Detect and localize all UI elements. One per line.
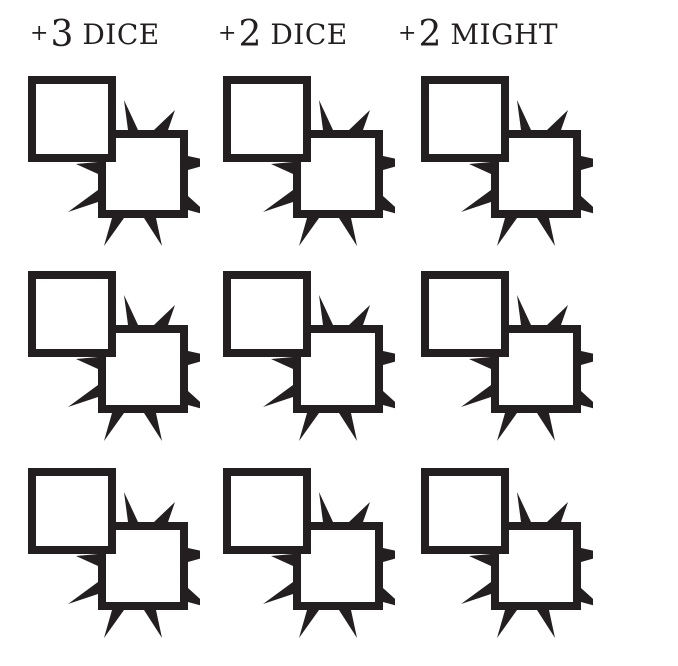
plus-sign: + (30, 20, 49, 46)
card-slot-graphic (223, 468, 395, 638)
plain-square-box-icon (223, 76, 311, 162)
card-slot-graphic (28, 271, 200, 441)
plain-square-box-icon (28, 271, 116, 357)
plain-square-box-icon (421, 76, 509, 162)
bonus-number: 3 (50, 13, 73, 55)
card-slot-r2-c1[interactable] (20, 265, 200, 445)
bonus-type: DICE (82, 17, 160, 51)
card-slot-graphic (421, 76, 593, 246)
card-slot-graphic (28, 76, 200, 246)
card-slot-graphic (421, 271, 593, 441)
bonus-type: DICE (270, 17, 348, 51)
column-header-plus-2-might: + 2 MIGHT (398, 12, 558, 56)
plain-square-box-icon (421, 271, 509, 357)
card-slot-graphic (223, 76, 395, 246)
bonus-type: MIGHT (450, 17, 559, 51)
card-slot-r2-c3[interactable] (413, 265, 593, 445)
card-slot-r1-c3[interactable] (413, 70, 593, 250)
spiked-square-box-icon (68, 100, 200, 246)
plain-square-box-icon (421, 468, 509, 554)
card-slot-r3-c1[interactable] (20, 462, 200, 642)
plain-square-box-icon (223, 468, 311, 554)
plain-square-box-icon (28, 76, 116, 162)
card-slot-r3-c2[interactable] (215, 462, 395, 642)
card-slot-graphic (421, 468, 593, 638)
plain-square-box-icon (223, 271, 311, 357)
card-slot-r1-c1[interactable] (20, 70, 200, 250)
plus-sign: + (398, 20, 417, 46)
spiked-square-box-icon (68, 295, 200, 441)
column-header-plus-3-dice: + 3 DICE (30, 12, 160, 56)
bonus-number: 2 (238, 13, 261, 55)
column-header-plus-2-dice: + 2 DICE (218, 12, 348, 56)
plus-sign: + (218, 20, 237, 46)
bonus-number: 2 (418, 13, 441, 55)
card-slot-graphic (223, 271, 395, 441)
spiked-square-box-icon (461, 295, 593, 441)
card-slot-r1-c2[interactable] (215, 70, 395, 250)
card-slot-graphic (28, 468, 200, 638)
card-slot-r3-c3[interactable] (413, 462, 593, 642)
plain-square-box-icon (28, 468, 116, 554)
spiked-square-box-icon (68, 492, 200, 638)
card-slot-r2-c2[interactable] (215, 265, 395, 445)
spiked-square-box-icon (461, 100, 593, 246)
